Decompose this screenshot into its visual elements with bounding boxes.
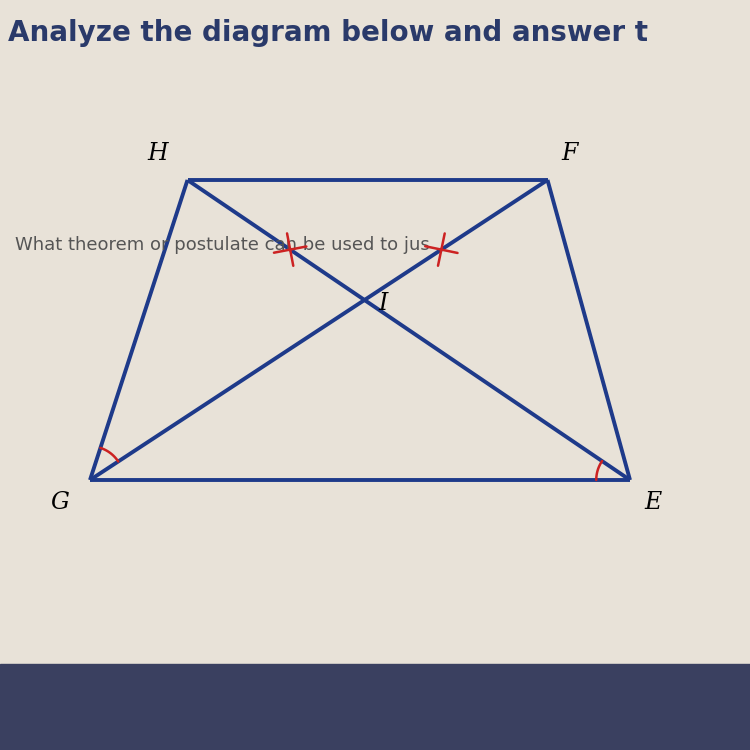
- Text: F: F: [562, 142, 578, 165]
- Text: What theorem or postulate can be used to jus: What theorem or postulate can be used to…: [15, 236, 430, 254]
- Text: I: I: [379, 292, 388, 315]
- Text: E: E: [644, 491, 662, 514]
- Text: G: G: [50, 491, 70, 514]
- Text: H: H: [147, 142, 168, 165]
- Bar: [0, 664, 750, 750]
- Text: Analyze the diagram below and answer t: Analyze the diagram below and answer t: [8, 19, 647, 46]
